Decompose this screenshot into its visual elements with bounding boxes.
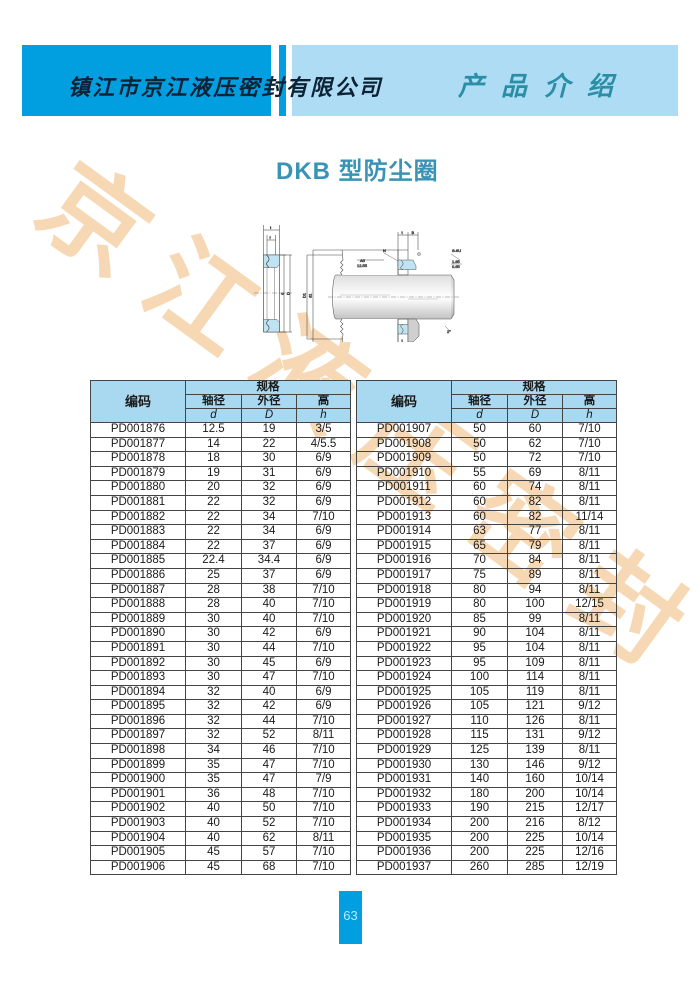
- svg-text:t: t: [270, 225, 272, 230]
- svg-text:t: t: [402, 338, 404, 342]
- svg-text:D1: D1: [302, 293, 306, 298]
- svg-text:B: B: [412, 230, 415, 235]
- svg-text:2°: 2°: [447, 329, 451, 334]
- svg-text:D: D: [285, 292, 290, 295]
- svg-text:12.55: 12.55: [357, 263, 368, 268]
- svg-text:t: t: [402, 230, 404, 235]
- svg-text:d1: d1: [308, 294, 312, 298]
- svg-text:f: f: [270, 235, 272, 240]
- svg-text:S-6U: S-6U: [452, 248, 461, 253]
- svg-text:N: N: [383, 248, 386, 253]
- svg-text:d: d: [279, 293, 284, 295]
- svg-text:0.65: 0.65: [452, 264, 461, 269]
